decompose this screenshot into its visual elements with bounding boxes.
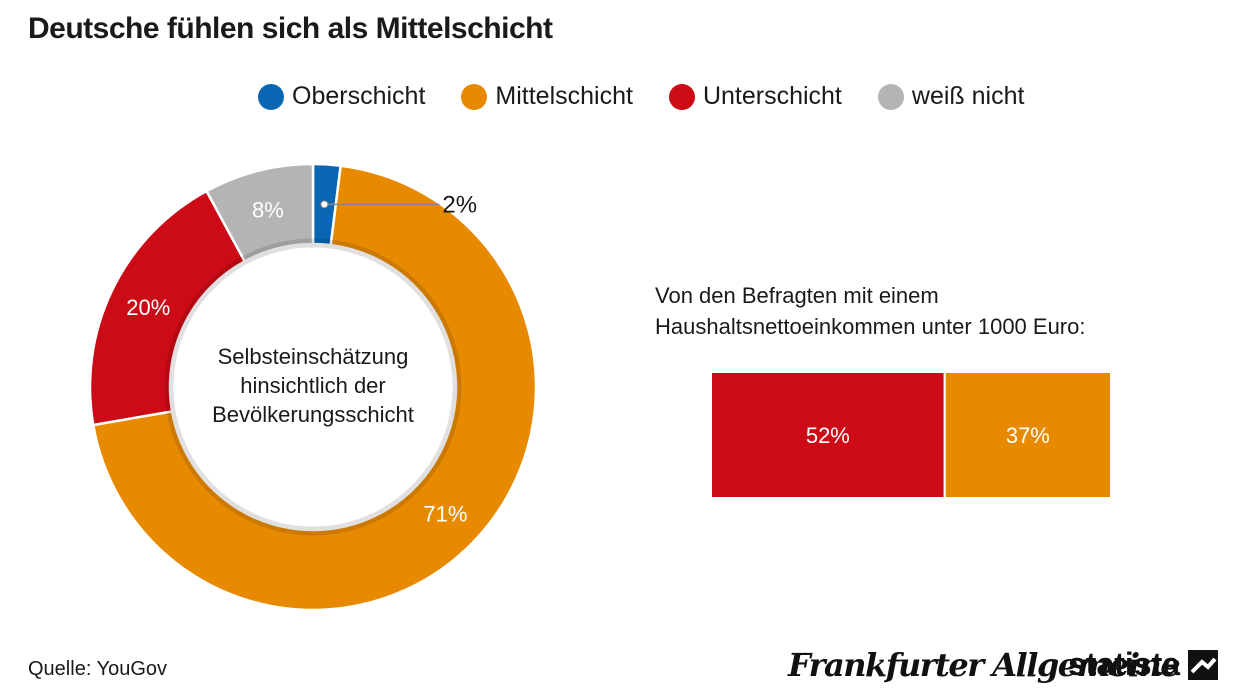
legend-swatch	[668, 83, 695, 110]
bar-segment-unterschicht	[710, 371, 946, 499]
legend-item-oberschicht: Oberschicht	[258, 82, 425, 111]
slice-value-label: 71%	[423, 501, 467, 526]
legend-label: Unterschicht	[702, 82, 842, 110]
center-label-line-2: hinsichtlich der	[240, 373, 386, 398]
bar-value-label: 52%	[806, 423, 850, 448]
donut-slice-wei-nicht	[204, 162, 315, 264]
slice-value-label: 20%	[126, 295, 170, 320]
legend-label: weiß nicht	[911, 82, 1025, 110]
legend-swatch	[258, 83, 284, 110]
bar-segment-mittelschicht	[943, 371, 1112, 499]
center-label-line-3: Bevölkerungsschicht	[212, 402, 414, 427]
statista-logo: statista	[1068, 646, 1219, 683]
statista-icon	[1188, 649, 1219, 680]
donut-chart: 2% 71% 20% 8%	[88, 162, 538, 612]
donut-center-label: Selbsteinschätzung hinsichtlich der Bevö…	[190, 342, 436, 429]
statista-wordmark: statista	[1068, 646, 1181, 682]
page-title: Deutsche fühlen sich als Mittelschicht	[28, 12, 553, 45]
leader-dot	[320, 200, 329, 209]
legend-label: Mittelschicht	[495, 82, 633, 110]
slice-value-label: 2%	[442, 191, 477, 218]
legend-swatch	[877, 83, 904, 110]
slice-value-label: 8%	[252, 198, 284, 223]
bar-value-label: 37%	[1006, 423, 1050, 448]
chart-legend: Oberschicht Mittelschicht Unterschicht w…	[258, 82, 1060, 111]
stacked-bar-chart: 52% 37%	[710, 371, 1112, 499]
faz-logo: Frankfurter Allgemeine	[788, 646, 1181, 684]
legend-item-weiss-nicht: weiß nicht	[877, 82, 1025, 111]
donut-slice-unterschicht	[88, 189, 247, 427]
source-note: Quelle: YouGov	[28, 658, 167, 680]
legend-item-unterschicht: Unterschicht	[668, 82, 842, 111]
bar-chart-caption: Von den Befragten mit einem Haushaltsnet…	[655, 283, 1086, 339]
legend-label: Oberschicht	[292, 82, 426, 110]
legend-item-mittelschicht: Mittelschicht	[461, 82, 633, 111]
center-label-line-1: Selbsteinschätzung	[217, 344, 409, 369]
donut-slice-mittelschicht	[91, 164, 538, 612]
donut-inner-ring	[164, 238, 462, 536]
legend-swatch	[461, 83, 488, 110]
